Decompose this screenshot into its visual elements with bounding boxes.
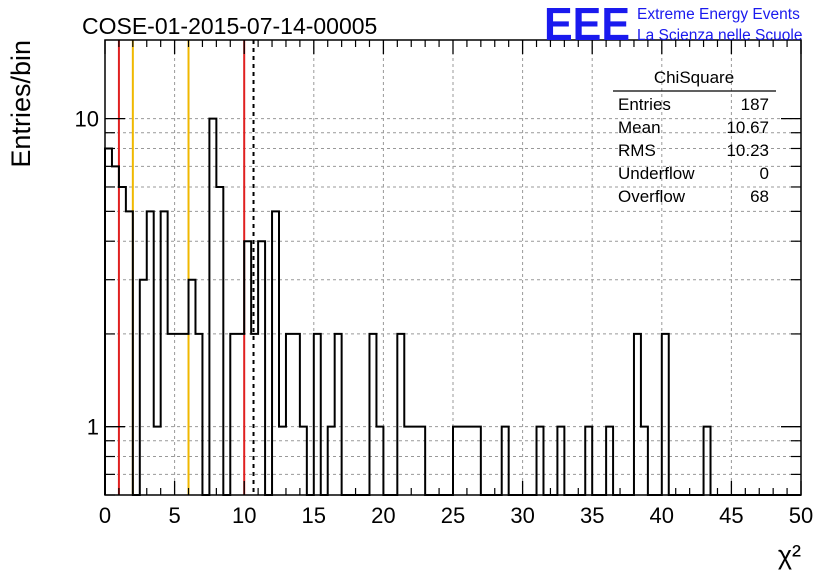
- chart-title: COSE-01-2015-07-14-00005: [82, 13, 377, 39]
- x-tick-label: 45: [719, 503, 743, 528]
- stats-row-label: Overflow: [618, 187, 686, 206]
- stats-row-label: Mean: [618, 118, 661, 137]
- x-tick-label: 0: [99, 503, 111, 528]
- stats-rows: Entries 187 Mean 10.67 RMS 10.23 Underflow 0 Ove…: [618, 95, 769, 206]
- y-tick-label: 1: [87, 415, 99, 440]
- stats-row-label: RMS: [618, 141, 656, 160]
- stats-title: ChiSquare: [654, 68, 734, 87]
- logo-line1: Extreme Energy Events: [637, 6, 800, 23]
- x-tick-label: 5: [168, 503, 180, 528]
- logo-line2: La Scienza nelle Scuole: [637, 27, 802, 44]
- x-tick-label: 15: [302, 503, 326, 528]
- y-tick-label: 10: [75, 107, 99, 132]
- stats-row-value: 10.23: [726, 141, 769, 160]
- x-tick-label: 25: [441, 503, 465, 528]
- x-tick-label: 20: [371, 503, 395, 528]
- x-tick-label: 40: [650, 503, 674, 528]
- stats-row-label: Underflow: [618, 164, 695, 183]
- x-tick-label: 10: [232, 503, 256, 528]
- stats-row-value: 0: [760, 164, 769, 183]
- x-axis-label: χ²: [778, 540, 801, 570]
- x-tick-label: 50: [789, 503, 813, 528]
- y-axis-label: Entries/bin: [6, 40, 36, 168]
- logo-mark: EEE: [544, 0, 630, 50]
- x-tick-label: 35: [580, 503, 604, 528]
- stats-row-value: 10.67: [726, 118, 769, 137]
- stats-row-value: 187: [741, 95, 769, 114]
- x-tick-label: 30: [510, 503, 534, 528]
- axis-ticks: 0 5 10 15 20 25 30 35 40 45 50 1 10: [75, 40, 813, 528]
- eee-logo: EEE Extreme Energy Events La Scienza nel…: [544, 0, 802, 50]
- stats-row-value: 68: [750, 187, 769, 206]
- stats-box: ChiSquare Entries 187 Mean 10.67 RMS 10.23 Und…: [613, 68, 776, 206]
- stats-row-label: Entries: [618, 95, 671, 114]
